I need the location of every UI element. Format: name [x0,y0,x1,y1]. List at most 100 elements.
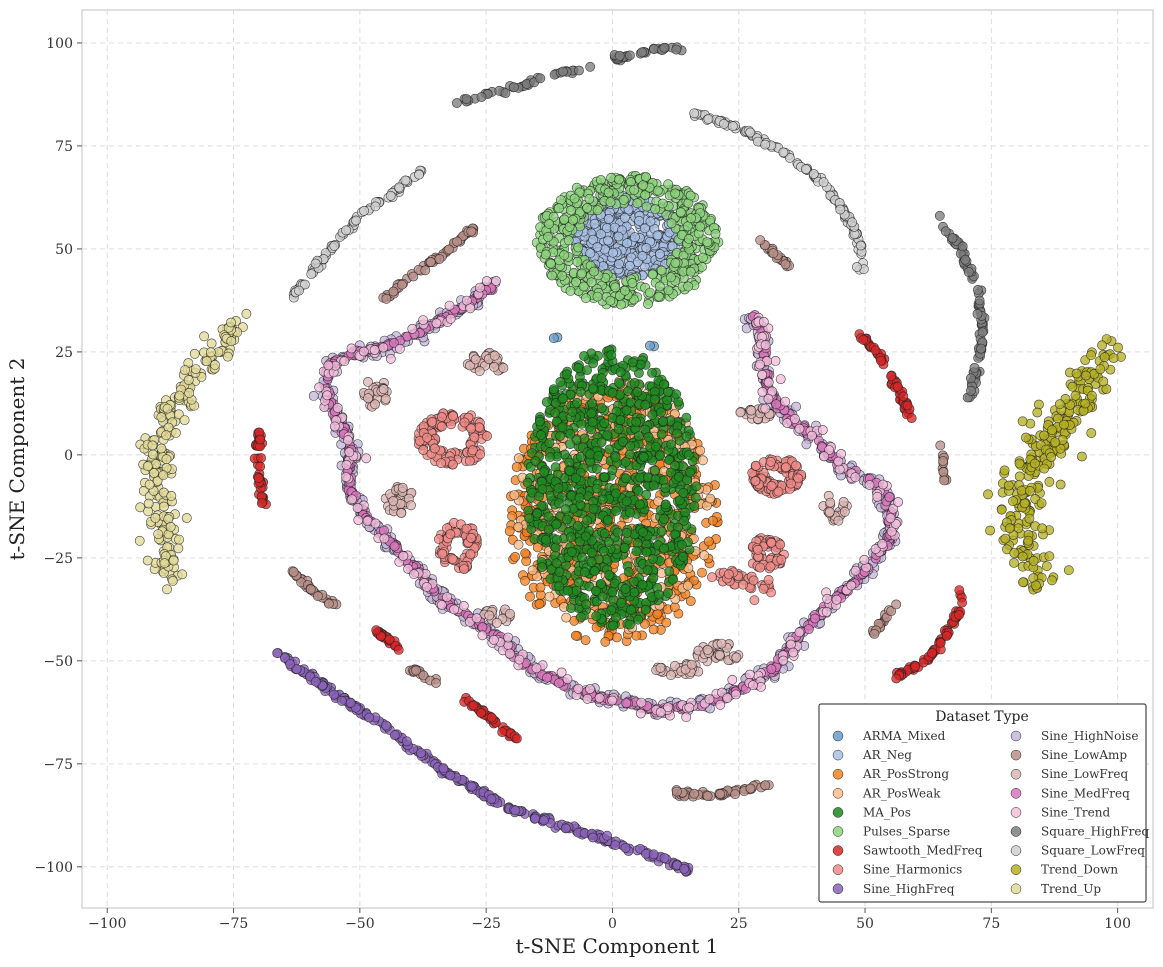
data-point [418,445,429,455]
data-point [370,399,380,410]
data-point [586,557,597,567]
data-point [572,256,583,267]
data-point [684,233,694,244]
data-point [448,411,458,422]
data-point [447,554,458,564]
data-point [537,562,547,572]
data-point [466,226,477,237]
data-point [605,295,616,306]
data-point [610,282,621,293]
data-point [652,609,663,619]
data-point [568,214,578,225]
data-point [466,781,477,792]
data-point [580,635,591,645]
data-point [618,194,629,205]
data-point [735,407,746,418]
data-point [555,376,566,387]
data-point [858,334,869,345]
data-point [611,488,621,499]
data-point [558,393,569,404]
data-point [551,534,562,545]
data-point [592,463,602,474]
data-point [760,780,771,791]
data-point [469,432,480,443]
data-point [606,605,617,616]
data-point [498,362,509,373]
data-point [436,412,447,422]
data-point [621,405,632,416]
data-point [938,467,949,477]
data-point [438,763,449,774]
data-point [474,366,485,377]
data-point [603,235,613,246]
data-point [543,524,554,535]
data-point [637,251,648,261]
data-point [666,670,676,681]
data-point [663,179,674,190]
data-point [581,293,591,304]
data-point [627,357,638,368]
data-point [621,473,631,484]
data-point [632,198,643,209]
data-point [666,272,676,283]
data-point [476,708,486,718]
data-point [468,700,479,711]
data-point [672,428,682,439]
data-point [599,418,610,428]
data-point [891,599,902,610]
data-point [573,242,584,253]
data-point [592,291,603,302]
data-point [672,786,682,797]
data-point [520,548,531,559]
data-point [582,203,593,213]
data-point [537,484,548,494]
data-point [587,417,598,428]
data-point [786,478,796,489]
data-point [659,543,669,554]
data-point [592,242,603,252]
data-point [585,248,596,259]
data-point [611,505,621,516]
data-point [766,537,777,548]
data-point [645,216,656,227]
data-point [401,736,412,747]
data-point [954,610,964,620]
data-point [396,279,407,290]
data-point [587,398,598,409]
data-point [657,198,668,209]
data-point [612,632,622,643]
data-point [678,487,689,498]
data-point [378,384,389,395]
data-point [643,299,653,309]
data-point [512,733,522,744]
data-point [597,494,608,505]
data-point [596,229,606,239]
data-point [665,467,676,478]
data-point [572,397,582,408]
data-point [927,648,937,658]
data-point [755,235,766,246]
data-point [619,542,630,553]
data-point [308,390,319,401]
data-point [513,522,524,532]
data-point [588,234,598,245]
data-point [714,650,725,660]
data-point [459,417,470,428]
data-point [768,248,779,259]
data-point [563,585,573,596]
series-arma-mixed [548,332,659,352]
data-point [602,430,613,441]
data-point [702,237,713,247]
data-point [569,193,580,204]
data-point [522,477,533,488]
data-point [660,499,671,510]
data-point [544,218,554,229]
data-point [579,567,590,578]
data-point [679,864,690,874]
data-point [591,483,602,494]
data-point [656,429,667,440]
data-point [641,201,652,212]
data-point [527,565,538,576]
data-point [599,546,609,556]
